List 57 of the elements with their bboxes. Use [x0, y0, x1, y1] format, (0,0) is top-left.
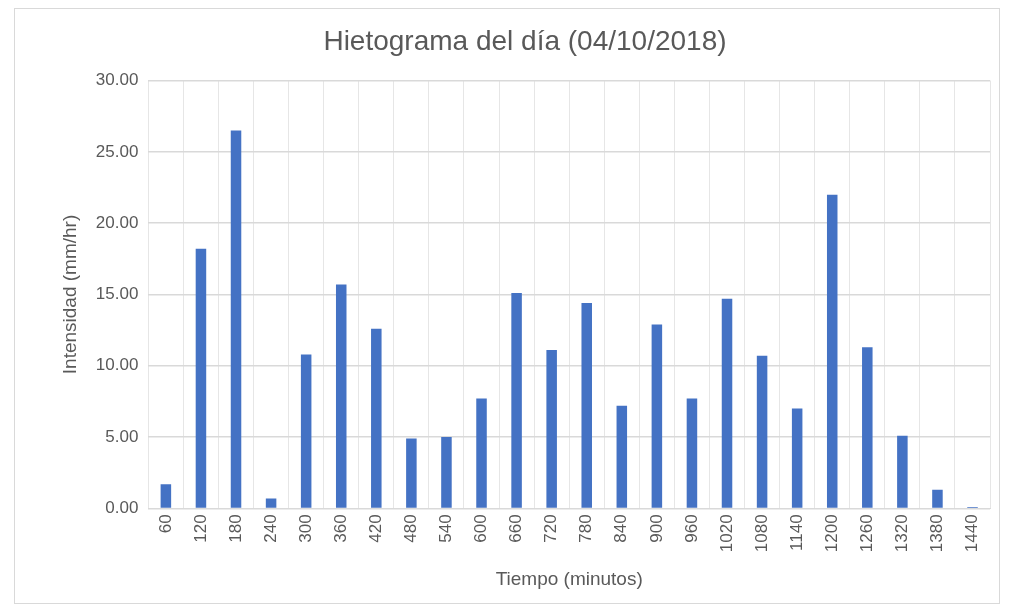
- x-tick-label: 1020: [716, 514, 736, 553]
- bar: [300, 354, 312, 508]
- bar: [160, 484, 172, 508]
- x-tick-label: 900: [646, 514, 666, 543]
- bar: [756, 355, 768, 508]
- y-tick-label: 20.00: [95, 212, 139, 232]
- x-tick-label: 960: [681, 514, 701, 543]
- y-tick-label: 5.00: [105, 426, 139, 446]
- x-tick-label: 1200: [821, 514, 841, 553]
- bar: [265, 498, 277, 508]
- bar: [441, 437, 452, 508]
- x-tick-label: 1260: [856, 514, 876, 553]
- bar: [546, 350, 557, 508]
- chart-title: Hietograma del día (04/10/2018): [323, 24, 727, 56]
- bar: [371, 328, 382, 508]
- bar: [581, 303, 592, 508]
- bar: [932, 489, 943, 508]
- bar: [686, 398, 698, 508]
- bar: [826, 194, 838, 508]
- x-tick-label: 1320: [892, 514, 912, 553]
- y-tick-label: 10.00: [95, 355, 139, 375]
- x-tick-label: 420: [365, 514, 385, 543]
- x-tick-label: 1080: [751, 514, 771, 553]
- bar: [511, 293, 522, 508]
- x-tick-label: 720: [541, 514, 561, 543]
- bar: [230, 130, 242, 508]
- x-tick-label: 1380: [927, 514, 947, 553]
- y-tick-label: 30.00: [95, 70, 139, 90]
- y-axis-title: Intensidad (mm/hr): [58, 214, 80, 375]
- bar: [651, 324, 663, 508]
- bar: [195, 248, 207, 508]
- y-tick-label: 25.00: [95, 141, 139, 161]
- x-axis-title: Tiempo (minutos): [495, 567, 643, 589]
- bar: [476, 398, 487, 508]
- x-tick-label: 60: [155, 514, 175, 534]
- bar: [616, 405, 628, 508]
- x-tick-label: 480: [401, 514, 421, 543]
- x-tick-label: 780: [576, 514, 596, 543]
- x-tick-label: 540: [436, 514, 456, 543]
- x-tick-label: 840: [611, 514, 631, 543]
- x-tick-label: 360: [330, 514, 350, 543]
- x-tick-label: 300: [295, 514, 315, 543]
- y-tick-label: 0.00: [105, 498, 139, 518]
- y-tick-label: 15.00: [95, 284, 139, 304]
- x-tick-label: 1440: [962, 514, 982, 553]
- bar: [862, 347, 873, 508]
- x-tick-label: 180: [225, 514, 245, 543]
- bar: [897, 435, 908, 508]
- bar: [406, 438, 417, 508]
- x-tick-label: 600: [471, 514, 491, 543]
- x-tick-label: 1140: [786, 514, 806, 551]
- bar: [791, 408, 803, 508]
- x-tick-label: 120: [190, 514, 210, 543]
- bar: [335, 284, 347, 508]
- bar: [721, 298, 733, 508]
- x-tick-label: 240: [260, 514, 280, 543]
- x-tick-label: 660: [506, 514, 526, 543]
